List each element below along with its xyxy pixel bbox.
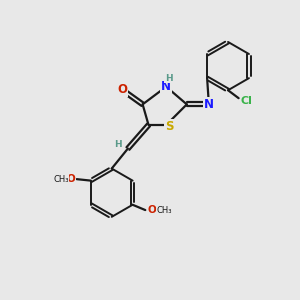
- Text: O: O: [66, 174, 75, 184]
- Text: O: O: [117, 83, 127, 96]
- Text: H: H: [114, 140, 122, 149]
- Text: CH₃: CH₃: [156, 206, 172, 214]
- Text: N: N: [204, 98, 214, 111]
- Text: H: H: [165, 74, 172, 83]
- Text: S: S: [165, 120, 173, 133]
- Text: Cl: Cl: [241, 95, 253, 106]
- Text: O: O: [147, 205, 156, 215]
- Text: CH₃: CH₃: [53, 175, 68, 184]
- Text: N: N: [161, 80, 171, 93]
